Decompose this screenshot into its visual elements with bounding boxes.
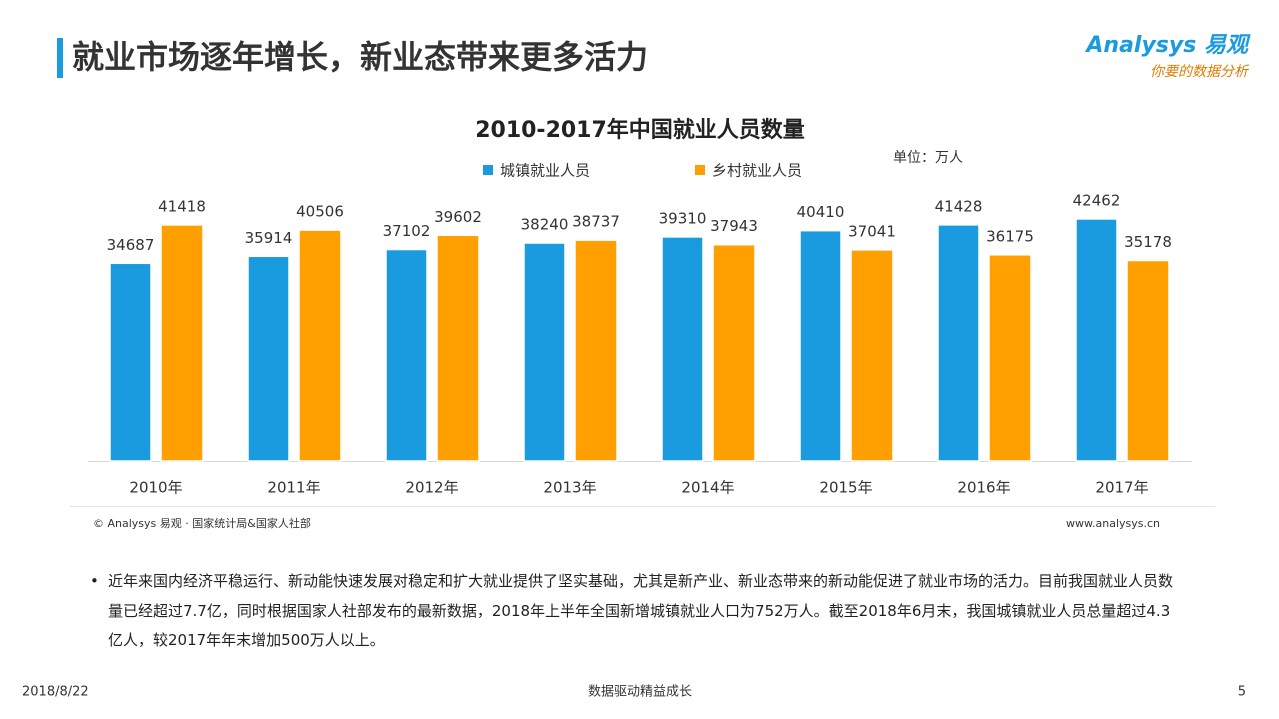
data-label: 34687	[107, 236, 155, 254]
data-label: 42462	[1073, 191, 1121, 209]
bar	[247, 255, 290, 462]
bullet: •	[90, 572, 99, 590]
bar	[661, 236, 704, 462]
x-tick-label: 2016年	[957, 479, 1010, 497]
data-label: 36175	[986, 227, 1034, 245]
x-tick-label: 2015年	[819, 479, 872, 497]
data-label: 35914	[245, 229, 293, 247]
bar	[574, 239, 618, 462]
bar	[523, 242, 566, 462]
legend-swatch	[483, 165, 493, 175]
note-text: 近年来国内经济平稳运行、新动能快速发展对稳定和扩大就业提供了坚实基础，尤其是新产…	[108, 572, 1174, 649]
data-label: 37943	[710, 217, 758, 235]
data-label: 40506	[296, 203, 344, 221]
bar	[937, 224, 980, 462]
data-label: 37041	[848, 222, 896, 240]
data-label: 39310	[659, 209, 707, 227]
bar	[1075, 218, 1118, 462]
bar	[850, 249, 894, 462]
website: www.analysys.cn	[1066, 517, 1160, 530]
x-tick-label: 2017年	[1095, 479, 1148, 497]
chart-title: 2010-2017年中国就业人员数量	[475, 117, 805, 143]
logo-slogan: 你要的数据分析	[1150, 64, 1250, 80]
data-label: 38240	[521, 216, 569, 234]
x-tick-label: 2011年	[267, 479, 320, 497]
bar	[436, 234, 480, 462]
unit-label: 单位：万人	[893, 150, 963, 166]
source: © Analysys 易观 · 国家统计局&国家人社部	[93, 516, 311, 530]
x-tick-label: 2012年	[405, 479, 458, 497]
bar	[799, 229, 842, 462]
bar	[109, 262, 152, 462]
title-accent	[57, 38, 63, 78]
legend-label: 乡村就业人员	[712, 162, 802, 180]
data-label: 37102	[383, 222, 431, 240]
footer-date: 2018/8/22	[22, 685, 89, 700]
bar	[988, 254, 1032, 462]
page-number: 5	[1238, 685, 1246, 700]
logo: Analysys 易观	[1084, 33, 1251, 58]
bar	[385, 248, 428, 462]
bar	[712, 243, 756, 462]
data-label: 41418	[158, 197, 206, 215]
data-label: 38737	[572, 213, 620, 231]
x-tick-label: 2014年	[681, 479, 734, 497]
bar	[160, 224, 204, 462]
x-tick-label: 2013年	[543, 479, 596, 497]
footer-tagline: 数据驱动精益成长	[588, 685, 692, 700]
legend-swatch	[695, 165, 705, 175]
x-tick-label: 2010年	[129, 479, 182, 497]
legend-label: 城镇就业人员	[500, 162, 590, 180]
data-label: 40410	[797, 203, 845, 221]
bar	[298, 229, 342, 462]
data-label: 41428	[935, 197, 983, 215]
bar	[1126, 259, 1170, 462]
slide-title: 就业市场逐年增长，新业态带来更多活力	[72, 38, 648, 76]
data-label: 35178	[1124, 233, 1172, 251]
data-label: 39602	[434, 208, 482, 226]
